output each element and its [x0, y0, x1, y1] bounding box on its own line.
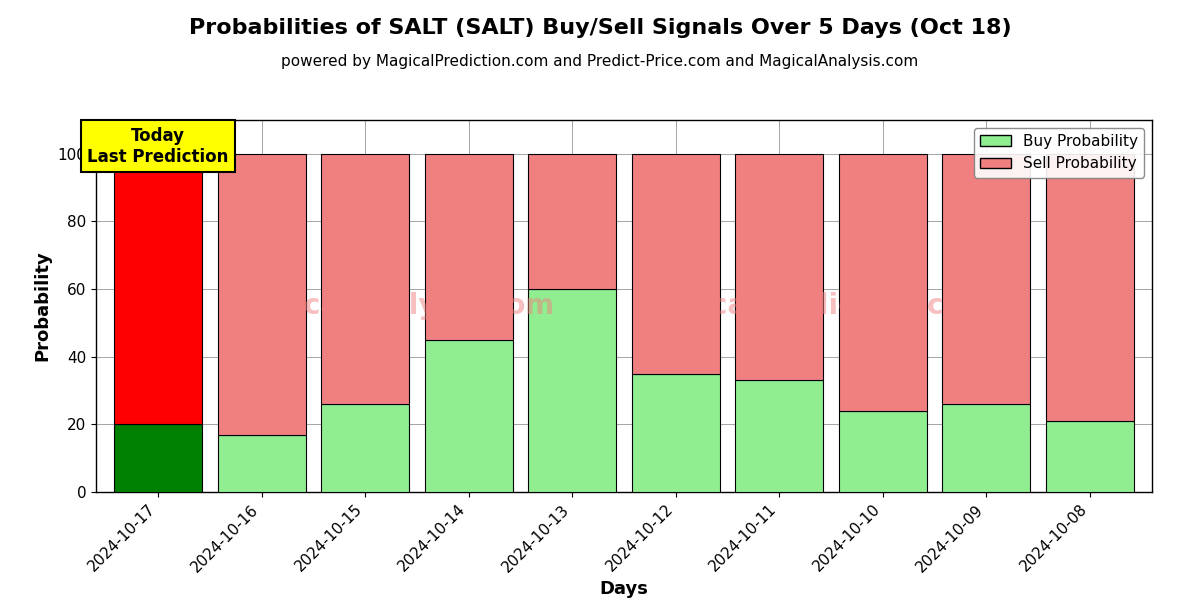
Bar — [425, 340, 512, 492]
Bar — [322, 404, 409, 492]
Bar — [1046, 421, 1134, 492]
Bar — [322, 154, 409, 404]
Text: Today
Last Prediction: Today Last Prediction — [88, 127, 229, 166]
Bar — [528, 154, 617, 289]
Text: MagicalPrediction.com: MagicalPrediction.com — [636, 292, 992, 320]
Bar — [217, 434, 306, 492]
Bar — [528, 289, 617, 492]
Bar — [114, 154, 202, 424]
Legend: Buy Probability, Sell Probability: Buy Probability, Sell Probability — [974, 128, 1145, 178]
Text: MagicalAnalysis.com: MagicalAnalysis.com — [228, 292, 554, 320]
Bar — [1046, 154, 1134, 421]
Text: Probabilities of SALT (SALT) Buy/Sell Signals Over 5 Days (Oct 18): Probabilities of SALT (SALT) Buy/Sell Si… — [188, 18, 1012, 38]
Bar — [114, 424, 202, 492]
Bar — [736, 154, 823, 380]
Bar — [631, 374, 720, 492]
Y-axis label: Probability: Probability — [34, 251, 52, 361]
Bar — [425, 154, 512, 340]
Bar — [839, 411, 926, 492]
Bar — [942, 154, 1031, 404]
X-axis label: Days: Days — [600, 580, 648, 598]
Bar — [631, 154, 720, 374]
Text: powered by MagicalPrediction.com and Predict-Price.com and MagicalAnalysis.com: powered by MagicalPrediction.com and Pre… — [281, 54, 919, 69]
Bar — [217, 154, 306, 434]
Bar — [736, 380, 823, 492]
Bar — [942, 404, 1031, 492]
Bar — [839, 154, 926, 411]
